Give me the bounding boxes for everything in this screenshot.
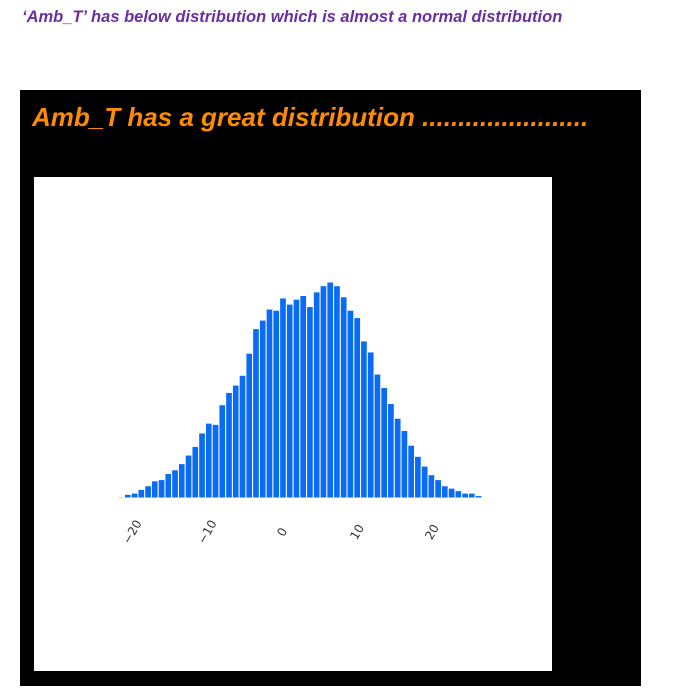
- histogram-bar: [360, 340, 368, 499]
- histogram-bar: [407, 444, 416, 499]
- histogram-bar: [130, 492, 139, 499]
- histogram-bar: [339, 296, 348, 499]
- histogram-bar: [144, 485, 152, 499]
- histogram-bar: [306, 306, 314, 499]
- histogram-bar: [238, 374, 247, 499]
- histogram-bar: [454, 490, 463, 499]
- histogram-bar: [184, 454, 193, 499]
- histogram-bar: [414, 455, 422, 499]
- histogram-bar: [137, 488, 146, 499]
- histogram-bar: [353, 317, 362, 499]
- histogram-bar: [218, 404, 227, 499]
- histogram-bar: [447, 487, 456, 499]
- histogram-bar: [272, 309, 281, 499]
- histogram-bar: [346, 309, 355, 499]
- histogram-bar: [461, 492, 469, 499]
- histogram-bar: [292, 298, 301, 499]
- histogram-bar: [211, 423, 220, 499]
- histogram-bar: [279, 297, 287, 499]
- histogram-bars: [117, 281, 483, 499]
- histogram-bar: [326, 281, 335, 499]
- histogram-bar: [387, 403, 395, 499]
- histogram-bar: [420, 465, 429, 499]
- histogram-bar: [312, 291, 321, 499]
- histogram-bar: [441, 485, 449, 499]
- page-heading: ‘Amb_T’ has below distribution which is …: [22, 8, 563, 26]
- histogram-bar: [400, 430, 409, 499]
- slide-title: Amb_T has a great distribution .........…: [32, 102, 589, 132]
- histogram-bar: [285, 303, 294, 499]
- histogram-bar: [299, 295, 308, 499]
- histogram-bar: [333, 285, 341, 499]
- histogram-bar: [150, 480, 159, 499]
- histogram-bar: [393, 417, 402, 499]
- histogram-bar: [427, 474, 436, 499]
- x-tick-label: −20: [120, 518, 145, 547]
- histogram-bar: [117, 496, 125, 499]
- histogram-svg: −20 −10 0 10 20: [117, 281, 483, 547]
- histogram-bar: [164, 472, 173, 499]
- histogram-bar: [171, 469, 179, 499]
- histogram-bar: [191, 445, 200, 499]
- histogram-bar: [319, 285, 328, 499]
- histogram-chart: −20 −10 0 10 20: [34, 177, 552, 671]
- histogram-bar: [231, 384, 240, 499]
- histogram-bar: [380, 387, 389, 499]
- x-axis-ticks: −20 −10 0 10 20: [120, 518, 442, 547]
- histogram-bar: [198, 432, 206, 499]
- x-tick-label: 0: [274, 525, 290, 539]
- histogram-bar: [157, 479, 166, 499]
- x-tick-label: 20: [422, 522, 442, 542]
- histogram-bar: [123, 493, 132, 499]
- histogram-bar: [225, 391, 233, 499]
- histogram-bar: [258, 319, 267, 499]
- histogram-bar: [366, 351, 375, 499]
- histogram-bar: [252, 328, 260, 499]
- histogram-bar: [204, 422, 213, 499]
- histogram-bar: [434, 479, 443, 499]
- histogram-bar: [177, 463, 186, 499]
- histogram-bar: [373, 373, 382, 499]
- histogram-bar: [265, 308, 274, 499]
- slide-panel: Amb_T has a great distribution .........…: [20, 90, 641, 686]
- histogram-bar: [474, 495, 483, 499]
- histogram-bar: [245, 352, 254, 499]
- x-tick-label: 10: [347, 522, 367, 542]
- x-tick-label: −10: [195, 518, 220, 547]
- histogram-bar: [467, 492, 476, 499]
